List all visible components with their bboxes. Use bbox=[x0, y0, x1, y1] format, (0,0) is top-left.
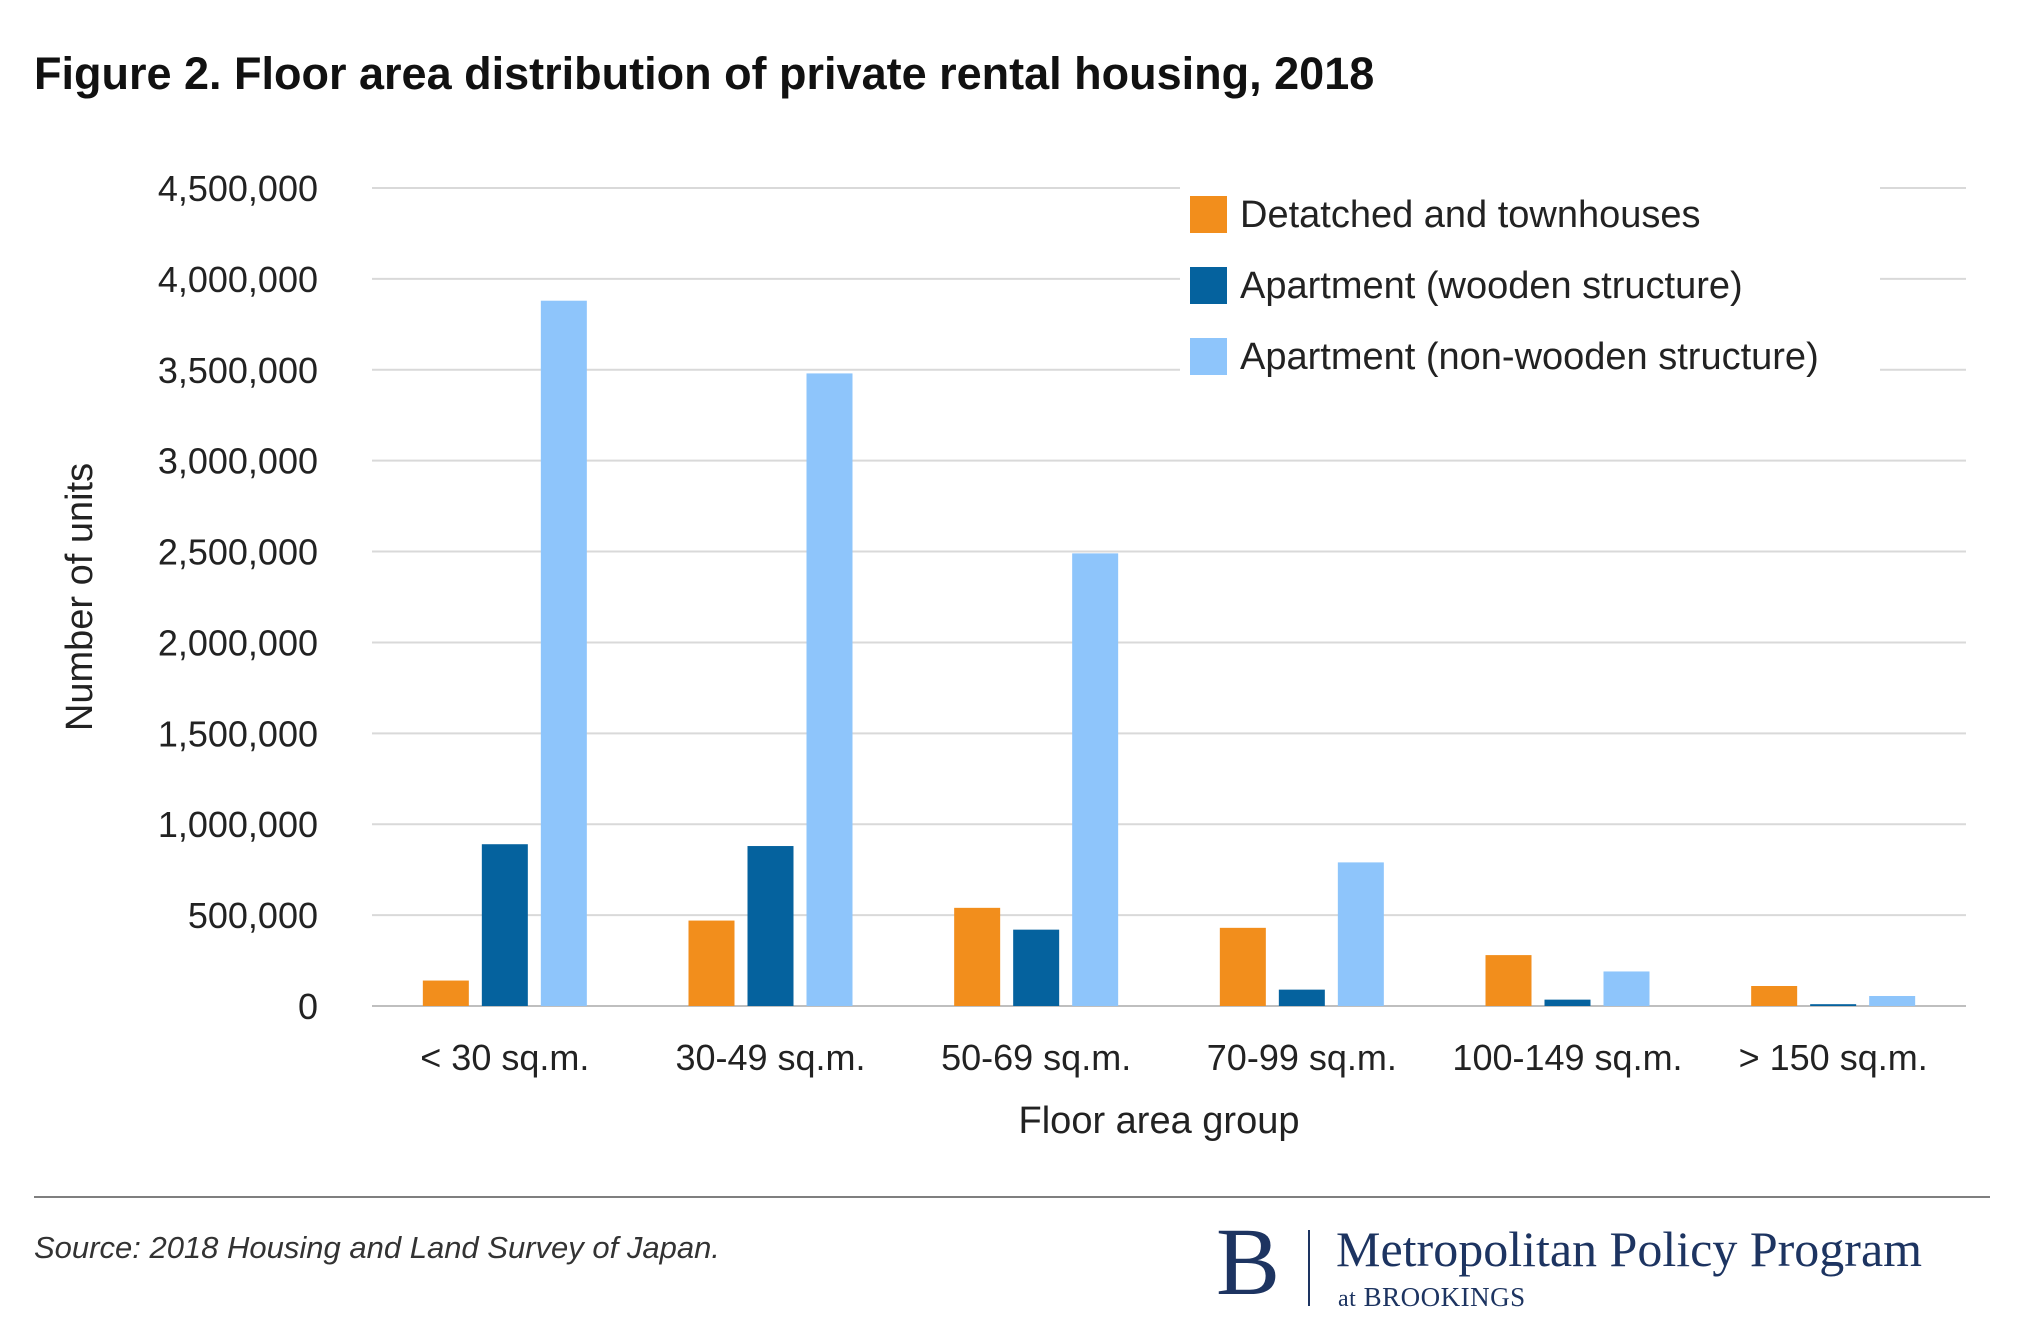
footer-divider bbox=[34, 1196, 1990, 1198]
legend-label: Detatched and townhouses bbox=[1240, 194, 1701, 236]
bar bbox=[1013, 929, 1060, 1006]
y-tick-label: 500,000 bbox=[188, 895, 318, 936]
y-tick-label: 4,500,000 bbox=[158, 168, 318, 209]
x-tick-label: < 30 sq.m. bbox=[420, 1037, 589, 1078]
y-tick-label: 3,500,000 bbox=[158, 350, 318, 391]
x-tick-label: 100-149 sq.m. bbox=[1452, 1037, 1682, 1078]
x-tick-label: > 150 sq.m. bbox=[1739, 1037, 1928, 1078]
y-tick-label: 2,000,000 bbox=[158, 622, 318, 663]
logo-divider bbox=[1308, 1230, 1310, 1306]
logo-org-line: at BROOKINGS bbox=[1338, 1282, 1526, 1313]
y-tick-label: 4,000,000 bbox=[158, 259, 318, 300]
bar bbox=[422, 980, 469, 1006]
logo-at: at bbox=[1338, 1286, 1357, 1312]
bar-chart: 0 500,000 1,000,000 1,500,000 2,000,000 2,500… bbox=[59, 168, 1966, 1142]
bar bbox=[1544, 999, 1591, 1006]
bar bbox=[1869, 996, 1916, 1006]
bar bbox=[747, 846, 794, 1006]
bar bbox=[481, 844, 528, 1006]
bar bbox=[1810, 1004, 1857, 1006]
y-tick-label: 0 bbox=[298, 986, 318, 1027]
y-tick-label: 1,000,000 bbox=[158, 804, 318, 845]
bar bbox=[1485, 955, 1532, 1006]
y-tick-label: 3,000,000 bbox=[158, 441, 318, 482]
logo-letter: B bbox=[1216, 1208, 1281, 1315]
bar bbox=[954, 907, 1001, 1006]
bar bbox=[688, 920, 735, 1006]
bar bbox=[1072, 553, 1119, 1006]
legend-swatch bbox=[1190, 196, 1227, 233]
legend-swatch bbox=[1190, 267, 1227, 304]
bar bbox=[1278, 989, 1325, 1006]
bar bbox=[1603, 971, 1650, 1006]
legend-label: Apartment (wooden structure) bbox=[1240, 265, 1743, 307]
logo-program-name: Metropolitan Policy Program bbox=[1336, 1221, 1923, 1277]
x-tick-label: 30-49 sq.m. bbox=[675, 1037, 865, 1078]
bar bbox=[540, 300, 587, 1006]
x-tick-label: 50-69 sq.m. bbox=[941, 1037, 1131, 1078]
legend-label: Apartment (non-wooden structure) bbox=[1240, 336, 1819, 378]
legend-background bbox=[1180, 182, 1880, 388]
x-tick-label: 70-99 sq.m. bbox=[1207, 1037, 1397, 1078]
y-tick-label: 1,500,000 bbox=[158, 713, 318, 754]
y-tick-label: 2,500,000 bbox=[158, 532, 318, 573]
y-axis-title: Number of units bbox=[59, 463, 101, 731]
source-note: Source: 2018 Housing and Land Survey of … bbox=[34, 1230, 720, 1265]
bar bbox=[1751, 986, 1798, 1006]
logo-org: BROOKINGS bbox=[1363, 1282, 1526, 1312]
x-axis-title: Floor area group bbox=[1019, 1100, 1300, 1142]
chart-title: Figure 2. Floor area distribution of pri… bbox=[34, 48, 1375, 99]
legend-swatch bbox=[1190, 338, 1227, 375]
bar bbox=[1219, 927, 1266, 1006]
bar bbox=[1337, 862, 1384, 1006]
bar bbox=[806, 373, 853, 1006]
